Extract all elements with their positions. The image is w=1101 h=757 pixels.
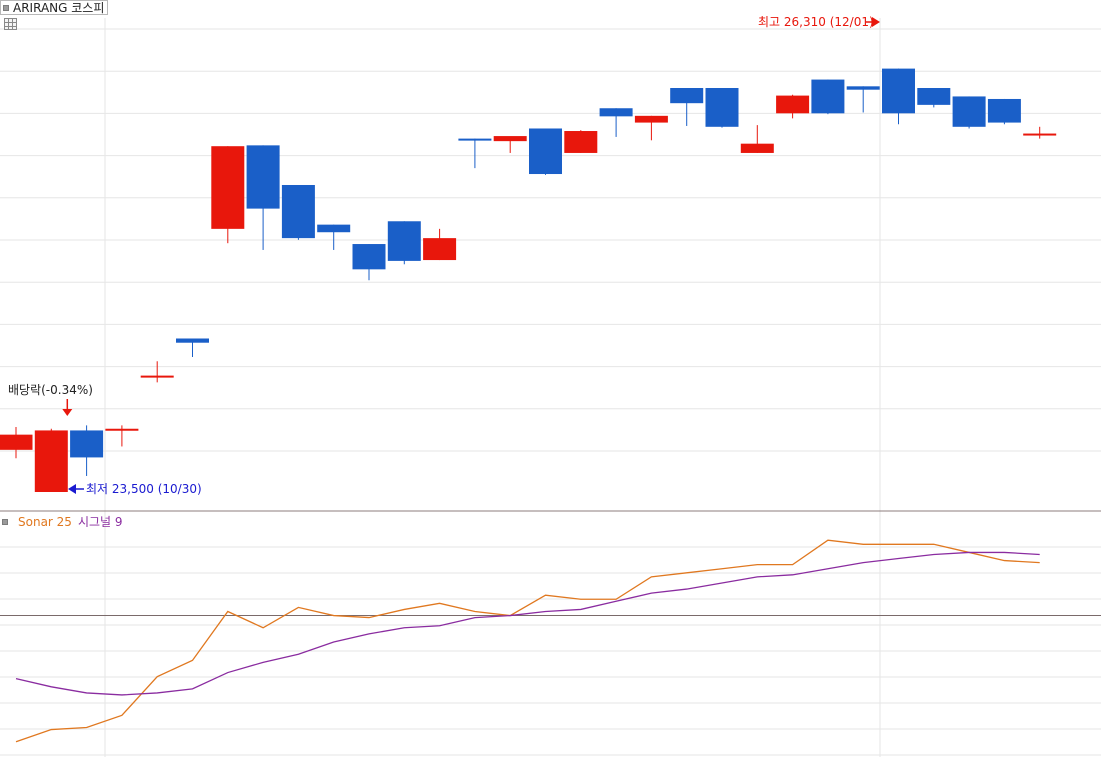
- dividend-annotation: 배당락(-0.34%): [8, 383, 93, 397]
- candle-body: [846, 86, 880, 90]
- candle-body: [281, 184, 315, 239]
- candle-body: [211, 146, 245, 229]
- low-arrowhead: [68, 484, 76, 494]
- candle-body: [105, 428, 139, 431]
- candle-body: [882, 68, 915, 114]
- candle-body: [70, 430, 104, 458]
- candle-body: [952, 96, 986, 127]
- candle-body: [917, 88, 951, 105]
- candle-body: [705, 88, 739, 127]
- sonar-line: [15, 539, 1040, 743]
- table-icon[interactable]: [4, 18, 17, 30]
- candle-body: [387, 221, 421, 261]
- candle-body: [670, 88, 704, 104]
- collapse-icon[interactable]: [2, 518, 8, 525]
- high-arrowhead: [872, 17, 880, 27]
- candle-body: [529, 128, 562, 175]
- signal-line: [15, 551, 1040, 696]
- candle-body: [176, 338, 209, 343]
- candle-body: [458, 138, 492, 141]
- dividend-arrowhead: [62, 409, 73, 416]
- chart-title: ARIRANG 코스피: [13, 1, 105, 15]
- candle-body: [140, 375, 174, 378]
- collapse-icon: [3, 4, 9, 11]
- candle-body: [776, 95, 810, 114]
- signal-legend-label: 시그널 9: [77, 515, 123, 529]
- candle-body: [811, 79, 845, 114]
- chart-title-box[interactable]: ARIRANG 코스피: [0, 0, 109, 15]
- high-annotation: 최고 26,310 (12/01): [758, 15, 874, 29]
- candle-body: [493, 136, 527, 142]
- sonar-legend-label: Sonar 25: [18, 514, 72, 529]
- candle-body: [987, 98, 1021, 123]
- candle-body: [317, 224, 351, 233]
- candle-body: [352, 244, 386, 270]
- candle-body: [1023, 133, 1057, 136]
- candle-body: [634, 115, 668, 123]
- candle-body: [423, 238, 457, 261]
- candle-body: [564, 131, 598, 153]
- candle-body: [740, 143, 774, 153]
- candle-body: [599, 108, 633, 117]
- indicator-legend: Sonar 25 시그널 9: [2, 513, 123, 530]
- candle-body: [0, 434, 33, 450]
- candle-body: [246, 145, 280, 209]
- candle-body: [34, 430, 68, 492]
- low-annotation: 최저 23,500 (10/30): [86, 482, 202, 496]
